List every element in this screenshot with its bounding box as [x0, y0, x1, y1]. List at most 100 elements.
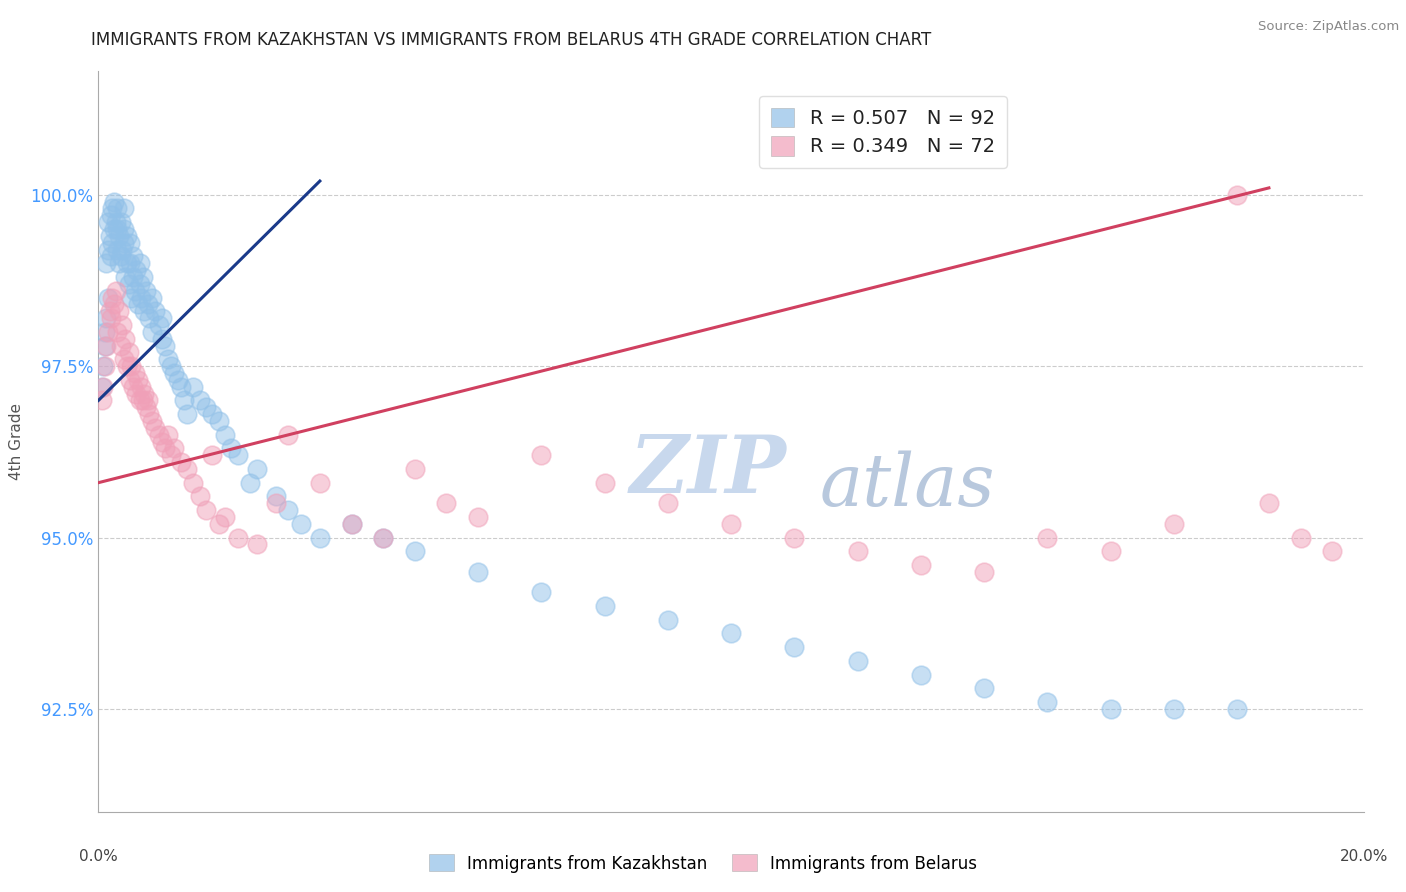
- Point: [122, 270, 145, 285]
- Point: [118, 277, 141, 291]
- Point: [101, 235, 124, 250]
- Point: [98, 304, 121, 318]
- Point: [657, 613, 679, 627]
- Point: [530, 448, 553, 462]
- Point: [111, 318, 134, 332]
- Point: [467, 510, 489, 524]
- Point: [112, 202, 135, 216]
- Point: [163, 442, 186, 456]
- Point: [1226, 702, 1249, 716]
- Point: [371, 531, 394, 545]
- Point: [530, 585, 553, 599]
- Point: [846, 654, 869, 668]
- Point: [100, 311, 122, 326]
- Point: [183, 475, 205, 490]
- Point: [125, 386, 148, 401]
- Point: [176, 407, 198, 421]
- Point: [122, 250, 145, 264]
- Point: [309, 531, 332, 545]
- Point: [90, 393, 112, 408]
- Point: [404, 462, 426, 476]
- Point: [114, 270, 136, 285]
- Point: [93, 359, 117, 373]
- Point: [94, 311, 117, 326]
- Point: [1163, 702, 1185, 716]
- Point: [214, 510, 236, 524]
- Point: [1226, 187, 1249, 202]
- Legend: R = 0.507   N = 92, R = 0.349   N = 72: R = 0.507 N = 92, R = 0.349 N = 72: [759, 95, 1007, 168]
- Point: [277, 427, 299, 442]
- Point: [783, 640, 806, 655]
- Point: [214, 427, 236, 442]
- Point: [1099, 544, 1122, 558]
- Point: [138, 311, 160, 326]
- Point: [100, 208, 122, 222]
- Point: [166, 373, 188, 387]
- Point: [208, 414, 231, 428]
- Text: Source: ZipAtlas.com: Source: ZipAtlas.com: [1258, 20, 1399, 33]
- Point: [107, 222, 129, 236]
- Point: [131, 291, 153, 305]
- Point: [132, 393, 155, 408]
- Point: [141, 325, 163, 339]
- Point: [97, 243, 120, 257]
- Point: [145, 304, 166, 318]
- Point: [264, 496, 287, 510]
- Point: [163, 366, 186, 380]
- Point: [219, 442, 243, 456]
- Point: [105, 215, 128, 229]
- Point: [131, 380, 153, 394]
- Point: [246, 537, 269, 551]
- Point: [112, 352, 135, 367]
- Point: [183, 380, 205, 394]
- Point: [132, 304, 155, 318]
- Point: [973, 681, 995, 696]
- Point: [132, 386, 155, 401]
- Point: [105, 284, 128, 298]
- Point: [226, 531, 249, 545]
- Point: [1289, 531, 1312, 545]
- Point: [910, 667, 932, 681]
- Point: [239, 475, 262, 490]
- Point: [98, 228, 121, 243]
- Point: [107, 325, 129, 339]
- Point: [157, 427, 180, 442]
- Point: [157, 352, 180, 367]
- Point: [127, 373, 149, 387]
- Point: [107, 243, 129, 257]
- Point: [264, 489, 287, 503]
- Point: [404, 544, 426, 558]
- Point: [371, 531, 394, 545]
- Point: [107, 228, 129, 243]
- Point: [846, 544, 869, 558]
- Point: [110, 215, 132, 229]
- Point: [1036, 695, 1059, 709]
- Point: [467, 565, 489, 579]
- Point: [122, 380, 145, 394]
- Point: [277, 503, 299, 517]
- Point: [107, 304, 129, 318]
- Point: [115, 228, 138, 243]
- Point: [90, 380, 112, 394]
- Point: [120, 235, 141, 250]
- Point: [118, 345, 141, 359]
- Point: [593, 475, 616, 490]
- Point: [97, 291, 120, 305]
- Point: [112, 235, 135, 250]
- Point: [110, 250, 132, 264]
- Point: [93, 325, 117, 339]
- Text: 20.0%: 20.0%: [1340, 849, 1388, 864]
- Point: [94, 338, 117, 352]
- Point: [148, 427, 170, 442]
- Point: [128, 256, 150, 270]
- Point: [160, 359, 183, 373]
- Point: [783, 531, 806, 545]
- Point: [720, 626, 742, 640]
- Point: [169, 455, 191, 469]
- Point: [150, 311, 173, 326]
- Point: [112, 222, 135, 236]
- Point: [100, 250, 122, 264]
- Point: [153, 442, 176, 456]
- Point: [127, 297, 149, 311]
- Point: [135, 284, 157, 298]
